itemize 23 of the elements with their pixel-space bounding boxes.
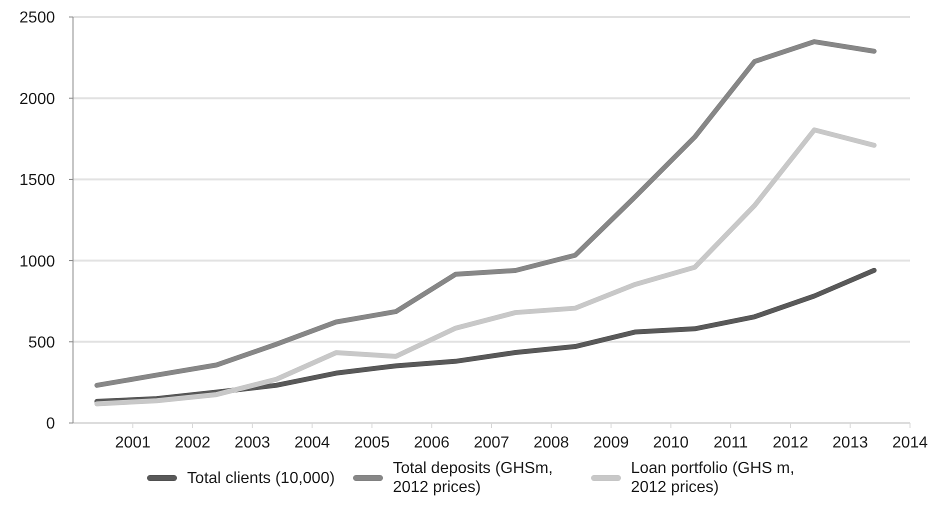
y-tick-label: 2500: [19, 10, 56, 27]
y-tick-label: 500: [28, 334, 56, 352]
x-tick-label: 2005: [354, 434, 390, 452]
x-tick-label: 2011: [713, 434, 748, 452]
x-tick-label: 2006: [414, 434, 450, 452]
x-tick-label: 2012: [772, 434, 808, 452]
y-tick-label: 1500: [19, 172, 56, 190]
x-tick-label: 2013: [832, 434, 868, 452]
y-tick-label: 2000: [19, 90, 56, 108]
x-tick-label: 2003: [234, 434, 270, 452]
x-tick-label: 2004: [294, 434, 330, 452]
x-tick-label: 2009: [593, 434, 629, 452]
y-tick-label: 1000: [19, 253, 56, 270]
x-tick-label: 2001: [114, 434, 151, 452]
x-tick-label: 2010: [653, 434, 689, 452]
x-tick-label: 2002: [174, 434, 210, 452]
x-tick-label: 2014: [892, 434, 928, 452]
legend-label: Loan portfolio (GHS m, 2012 prices): [630, 459, 796, 497]
y-tick-label: 0: [46, 416, 56, 433]
legend-label: Total deposits (GHSm, 2012 prices): [392, 459, 554, 497]
x-tick-label: 2008: [533, 434, 570, 452]
legend-label: Total clients (10,000): [187, 468, 335, 488]
x-tick-label: 2007: [474, 434, 510, 452]
